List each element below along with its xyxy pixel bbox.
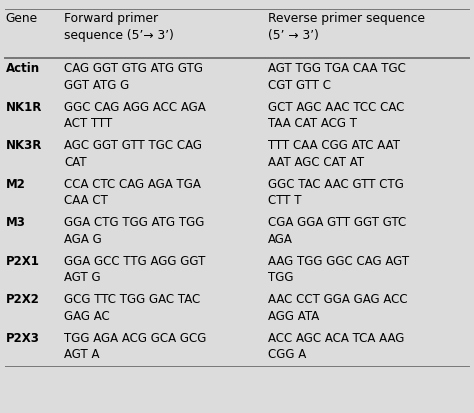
Text: P2X1: P2X1 — [6, 254, 39, 267]
Text: NK1R: NK1R — [6, 100, 42, 113]
Text: AAC CCT GGA GAG ACC
AGG ATA: AAC CCT GGA GAG ACC AGG ATA — [268, 292, 408, 322]
Text: GGC TAC AAC GTT CTG
CTT T: GGC TAC AAC GTT CTG CTT T — [268, 177, 404, 206]
Text: AGC GGT GTT TGC CAG
CAT: AGC GGT GTT TGC CAG CAT — [64, 139, 202, 168]
Text: TTT CAA CGG ATC AAT
AAT AGC CAT AT: TTT CAA CGG ATC AAT AAT AGC CAT AT — [268, 139, 400, 168]
Text: GGA GCC TTG AGG GGT
AGT G: GGA GCC TTG AGG GGT AGT G — [64, 254, 205, 283]
Text: Gene: Gene — [6, 12, 38, 25]
Text: TGG AGA ACG GCA GCG
AGT A: TGG AGA ACG GCA GCG AGT A — [64, 331, 206, 360]
Text: AGT TGG TGA CAA TGC
CGT GTT C: AGT TGG TGA CAA TGC CGT GTT C — [268, 62, 406, 91]
Text: P2X2: P2X2 — [6, 292, 39, 305]
Text: CGA GGA GTT GGT GTC
AGA: CGA GGA GTT GGT GTC AGA — [268, 216, 406, 245]
Text: Reverse primer sequence
(5’ → 3’): Reverse primer sequence (5’ → 3’) — [268, 12, 425, 42]
Text: GCG TTC TGG GAC TAC
GAG AC: GCG TTC TGG GAC TAC GAG AC — [64, 292, 200, 322]
Text: ACC AGC ACA TCA AAG
CGG A: ACC AGC ACA TCA AAG CGG A — [268, 331, 404, 360]
Text: GGA CTG TGG ATG TGG
AGA G: GGA CTG TGG ATG TGG AGA G — [64, 216, 204, 245]
Text: AAG TGG GGC CAG AGT
TGG: AAG TGG GGC CAG AGT TGG — [268, 254, 409, 283]
Text: M2: M2 — [6, 177, 26, 190]
Text: M3: M3 — [6, 216, 26, 228]
Text: CCA CTC CAG AGA TGA
CAA CT: CCA CTC CAG AGA TGA CAA CT — [64, 177, 201, 206]
Text: NK3R: NK3R — [6, 139, 42, 152]
Text: P2X3: P2X3 — [6, 331, 39, 344]
Text: CAG GGT GTG ATG GTG
GGT ATG G: CAG GGT GTG ATG GTG GGT ATG G — [64, 62, 203, 91]
Text: GCT AGC AAC TCC CAC
TAA CAT ACG T: GCT AGC AAC TCC CAC TAA CAT ACG T — [268, 100, 404, 130]
Text: Actin: Actin — [6, 62, 40, 75]
Text: GGC CAG AGG ACC AGA
ACT TTT: GGC CAG AGG ACC AGA ACT TTT — [64, 100, 206, 130]
Text: Forward primer
sequence (5’→ 3’): Forward primer sequence (5’→ 3’) — [64, 12, 174, 42]
